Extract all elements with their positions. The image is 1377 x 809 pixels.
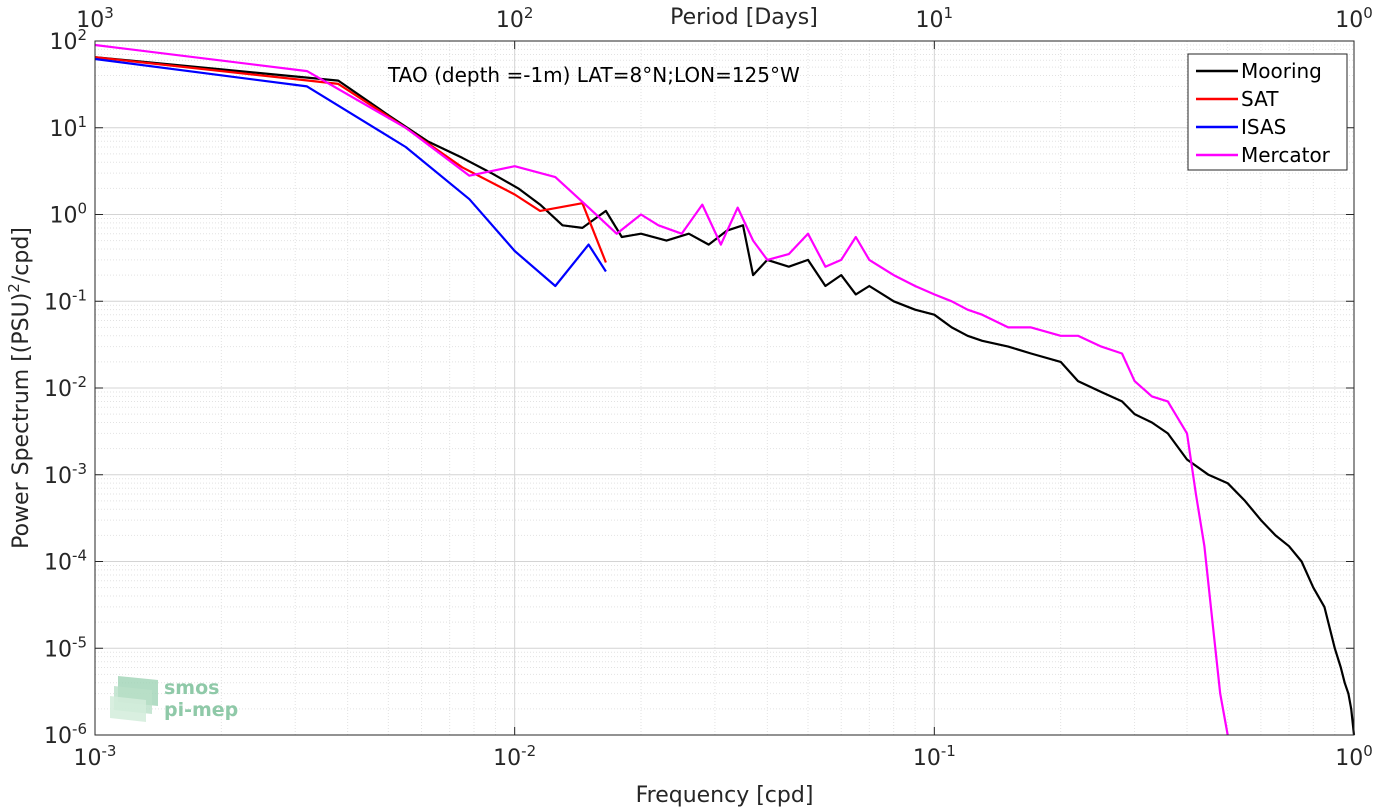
y-tick-label: 102 bbox=[49, 26, 87, 55]
logo-text-line1: smos bbox=[164, 677, 219, 699]
y-axis-label-main: Power Spectrum [(PSU) bbox=[9, 293, 34, 549]
y-tick-label: 10-3 bbox=[44, 460, 87, 489]
series-line-isas bbox=[94, 57, 607, 288]
y-axis-label-sup: 2 bbox=[5, 283, 23, 293]
legend-box bbox=[1187, 53, 1348, 171]
x-tick-label: 10-2 bbox=[493, 742, 536, 771]
y-tick-label: 10-2 bbox=[44, 373, 87, 402]
series-layer bbox=[94, 43, 1356, 736]
y-tick-label: 101 bbox=[49, 113, 87, 142]
y-axis-label-tail: /cpd] bbox=[9, 227, 34, 283]
legend: Mooring SAT ISAS Mercator bbox=[1187, 53, 1348, 171]
legend-label-mooring: Mooring bbox=[1241, 59, 1322, 83]
y-tick-label: 10-6 bbox=[44, 720, 87, 749]
top-tick-label: 102 bbox=[496, 4, 534, 33]
y-axis-label: Power Spectrum [(PSU)2/cpd] bbox=[5, 227, 34, 549]
y-tick-label: 10-5 bbox=[44, 633, 87, 662]
series-line-mercator bbox=[94, 43, 1229, 736]
top-x-axis-label: Period [Days] bbox=[670, 5, 818, 30]
y-tick-label: 10-1 bbox=[44, 286, 87, 315]
legend-label-sat: SAT bbox=[1241, 87, 1279, 111]
y-tick-label: 10-4 bbox=[44, 547, 87, 576]
top-tick-label: 101 bbox=[916, 4, 954, 33]
top-tick-label: 103 bbox=[76, 4, 114, 33]
series-line-sat bbox=[94, 56, 607, 263]
legend-label-isas: ISAS bbox=[1241, 115, 1286, 139]
x-tick-label: 100 bbox=[1335, 742, 1373, 771]
y-tick-label: 100 bbox=[49, 200, 87, 229]
chart-annotation: TAO (depth =-1m) LAT=8°N;LON=125°W bbox=[387, 63, 800, 87]
top-tick-label: 100 bbox=[1335, 4, 1373, 33]
x-tick-label: 10-1 bbox=[913, 742, 956, 771]
x-axis-label: Frequency [cpd] bbox=[636, 783, 814, 808]
legend-label-mercator: Mercator bbox=[1241, 143, 1331, 167]
x-tick-label: 10-3 bbox=[74, 742, 117, 771]
logo-text-line2: pi-mep bbox=[164, 699, 238, 721]
logo-mark-icon bbox=[110, 676, 158, 722]
series-line-mooring bbox=[94, 56, 1356, 736]
smos-pi-mep-logo: smos pi-mep bbox=[110, 676, 238, 722]
grid bbox=[94, 40, 1355, 736]
